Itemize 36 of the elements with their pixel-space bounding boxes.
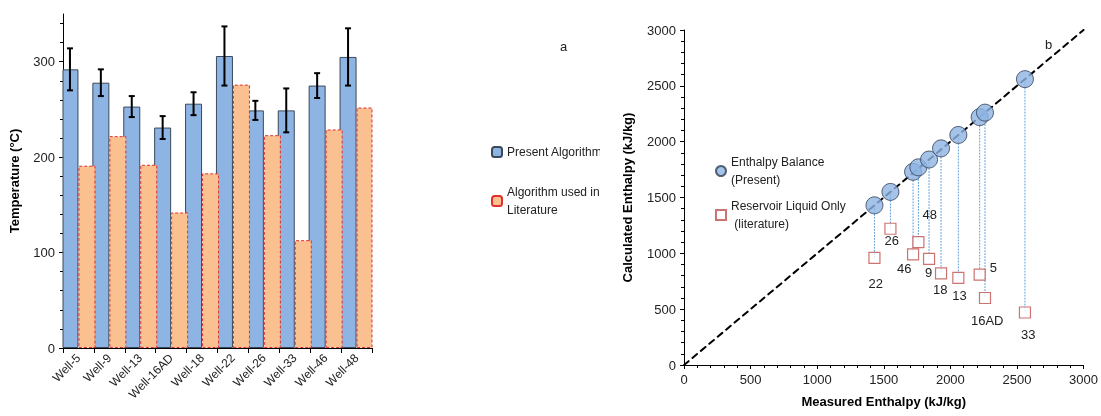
- annotation: 26: [884, 233, 899, 249]
- annotation: 46: [897, 260, 912, 276]
- y-tick-label: 500: [654, 301, 676, 317]
- text: a: [560, 39, 568, 54]
- legend-label: Reservoir Liquid Only (literature): [731, 199, 846, 231]
- legend-label: Algorithm used in Literature: [507, 185, 604, 217]
- legend-label: Present Algorithm: [507, 145, 602, 159]
- legend-label: Enthalpy Balance (Present): [731, 155, 828, 187]
- y-axis-title: Temperature (°C): [7, 128, 22, 234]
- annotation: 16AD: [970, 312, 1004, 328]
- annotation: b: [1045, 37, 1053, 52]
- annotation: 5: [989, 260, 997, 276]
- y-tick-label: 1500: [647, 190, 676, 205]
- annotation: 18: [933, 281, 948, 297]
- x-tick-label: 1000: [802, 372, 832, 387]
- y-tick-label: 2000: [647, 134, 676, 150]
- y-tick-label: 300: [33, 54, 55, 70]
- annotation: 48: [922, 206, 937, 222]
- y-tick-label: 1000: [647, 245, 676, 261]
- annotation: 9: [925, 265, 933, 281]
- annotation: 22: [868, 276, 883, 292]
- annotation: 33: [1020, 327, 1036, 343]
- y-tick-label: 100: [33, 245, 55, 261]
- annotation: 13: [952, 288, 967, 304]
- x-tick-label: 2000: [935, 372, 965, 387]
- x-tick-label: 500: [739, 372, 762, 387]
- x-tick-label: 2500: [1002, 372, 1032, 387]
- y-tick-label: 200: [33, 149, 55, 165]
- y-tick-label: 3000: [647, 22, 676, 38]
- x-tick-label: 0: [680, 372, 688, 387]
- x-tick-label: 3000: [1069, 372, 1098, 387]
- x-axis-title: Measured Enthalpy (kJ/kg): [801, 394, 967, 409]
- y-tick-label: 0: [47, 340, 55, 356]
- x-tick-label: 1500: [869, 372, 899, 387]
- y-axis-title: Calculated Enthalpy (kJ/kg): [620, 112, 635, 283]
- y-tick-label: 2500: [647, 78, 676, 94]
